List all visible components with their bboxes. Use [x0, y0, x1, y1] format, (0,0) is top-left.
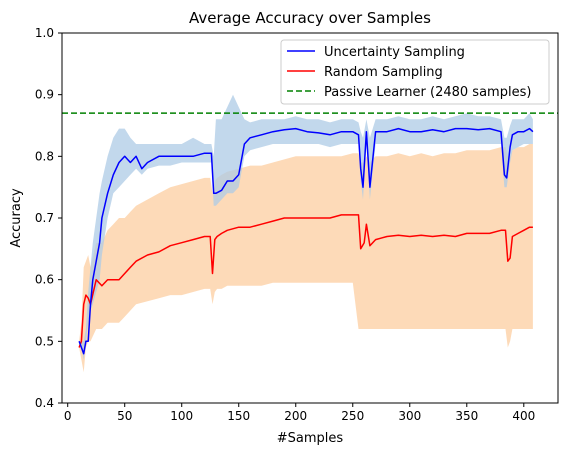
x-tick-label: 250	[341, 409, 364, 423]
x-tick-label: 200	[284, 409, 307, 423]
series-lines	[62, 112, 558, 355]
x-tick-label: 100	[170, 409, 193, 423]
x-tick-label: 350	[455, 409, 478, 423]
x-axis-label: #Samples	[277, 431, 344, 446]
chart-title: Average Accuracy over Samples	[189, 9, 431, 27]
legend-label-uncertainty: Uncertainty Sampling	[324, 45, 465, 60]
y-tick-label: 0.9	[35, 88, 54, 102]
legend-box	[280, 39, 550, 105]
legend: Uncertainty Sampling Random Sampling Pas…	[280, 39, 550, 105]
y-tick-label: 0.6	[35, 273, 54, 287]
confidence-bands	[79, 94, 533, 373]
y-tick-label: 0.8	[35, 149, 54, 163]
x-tick-label: 0	[64, 409, 72, 423]
axes: 0 50 100 150 200 250 300 350 400 0.4 0.5 0.6 0.7 0.8 0…	[35, 26, 559, 423]
line-uncertainty	[78, 127, 534, 355]
x-tick-label: 300	[398, 409, 421, 423]
x-tick-label: 400	[512, 409, 535, 423]
y-axis-label: Accuracy	[9, 188, 24, 248]
legend-label-random: Random Sampling	[324, 65, 443, 80]
y-tick-label: 0.7	[35, 211, 54, 225]
y-tick-label: 0.4	[35, 396, 54, 410]
x-tick-label: 50	[117, 409, 132, 423]
band-random	[79, 144, 533, 373]
y-tick-label: 1.0	[35, 26, 54, 40]
band-uncertainty	[79, 94, 533, 360]
x-tick-label: 150	[227, 409, 250, 423]
y-tick-label: 0.5	[35, 334, 54, 348]
line-random	[78, 214, 533, 348]
legend-label-passive: Passive Learner (2480 samples)	[324, 85, 531, 100]
